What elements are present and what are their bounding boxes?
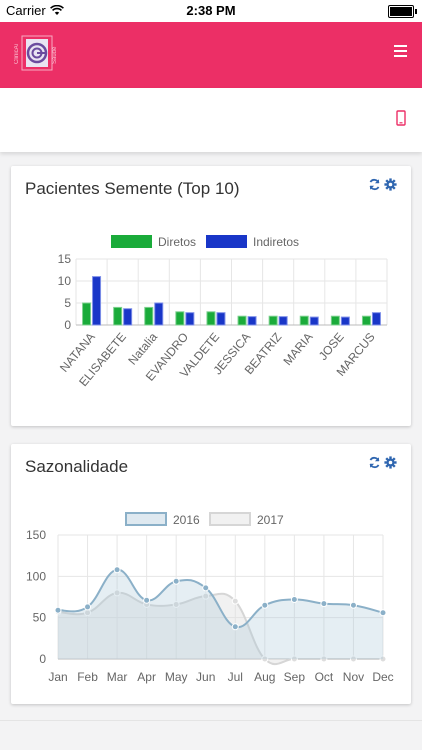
- data-point: [290, 595, 298, 603]
- bar: [144, 306, 154, 326]
- y-tick-label: 10: [58, 274, 72, 288]
- data-point: [379, 655, 387, 663]
- series-area: [58, 592, 383, 665]
- y-tick-label: 15: [58, 252, 72, 266]
- card-tools: [368, 456, 397, 469]
- bar: [185, 312, 195, 326]
- y-tick-label: 150: [26, 528, 46, 542]
- clinic-logo-icon[interactable]: ClinicAi Saude: [14, 34, 60, 74]
- bar: [361, 315, 371, 326]
- clock: 2:38 PM: [186, 3, 236, 18]
- gear-icon[interactable]: [384, 456, 397, 469]
- battery-icon: [388, 5, 417, 18]
- data-point: [349, 655, 357, 663]
- wifi-icon: [49, 5, 64, 15]
- bar: [206, 311, 216, 326]
- data-point: [54, 606, 62, 614]
- data-point: [261, 601, 269, 609]
- series-area: [58, 569, 383, 659]
- bar: [268, 315, 278, 326]
- gear-icon[interactable]: [384, 178, 397, 191]
- data-point: [172, 577, 180, 585]
- legend-swatch: [209, 512, 251, 526]
- bar: [237, 315, 247, 326]
- x-tick-label: May: [165, 670, 188, 684]
- status-bar: Carrier 2:38 PM: [0, 0, 422, 22]
- bar: [309, 316, 319, 326]
- hamburger-menu-icon[interactable]: [394, 45, 408, 59]
- bar-chart: Diretos Indiretos051015NATANAELISABETENat…: [57, 235, 388, 389]
- legend-label: 2017: [257, 513, 284, 527]
- carrier-group: Carrier: [6, 3, 64, 18]
- data-point: [143, 596, 151, 604]
- seasonality-card: Sazonalidade 2016 2017 0 50 100 150 Jan Feb Mar A…: [11, 444, 411, 704]
- bar: [278, 316, 288, 326]
- legend-label: Diretos: [158, 235, 196, 249]
- svg-text:ClinicAi: ClinicAi: [14, 44, 20, 64]
- x-tick-label: Jan: [48, 670, 67, 684]
- bar: [216, 312, 226, 326]
- x-tick-label: Nov: [343, 670, 364, 684]
- divider: [0, 720, 422, 721]
- x-tick-label: Dec: [372, 670, 393, 684]
- data-point: [379, 609, 387, 617]
- refresh-icon[interactable]: [368, 178, 381, 191]
- bar: [340, 316, 350, 326]
- bar: [330, 315, 340, 326]
- legend-swatch: [206, 235, 247, 248]
- data-point: [320, 655, 328, 663]
- data-point: [172, 600, 180, 608]
- x-tick-label: Jul: [228, 670, 243, 684]
- y-tick-label: 50: [33, 611, 47, 625]
- bar: [299, 315, 309, 326]
- x-tick-label: Jun: [196, 670, 215, 684]
- x-tick-label: Sep: [284, 670, 306, 684]
- y-tick-label: 100: [26, 569, 46, 583]
- bar: [371, 312, 381, 326]
- bar: [123, 308, 133, 326]
- x-tick-label: Feb: [77, 670, 98, 684]
- x-tick-label: JOSE: [316, 330, 347, 363]
- data-point: [261, 655, 269, 663]
- legend-label: 2016: [173, 513, 200, 527]
- bar: [154, 302, 164, 326]
- legend-label: Indiretos: [253, 235, 299, 249]
- carrier-label: Carrier: [6, 3, 46, 18]
- card-title: Pacientes Semente (Top 10): [25, 179, 240, 198]
- data-point: [113, 589, 121, 597]
- bar: [113, 306, 123, 326]
- data-point: [231, 623, 239, 631]
- refresh-icon[interactable]: [368, 456, 381, 469]
- data-point: [320, 600, 328, 608]
- card-tools: [368, 178, 397, 191]
- x-tick-label: Apr: [137, 670, 156, 684]
- x-tick-label: Aug: [254, 670, 275, 684]
- app-header: ClinicAi Saude: [0, 22, 422, 88]
- x-tick-label: Mar: [107, 670, 128, 684]
- y-tick-label: 0: [64, 318, 71, 332]
- bar: [82, 302, 92, 326]
- bar: [92, 276, 102, 326]
- svg-text:Saude: Saude: [52, 46, 58, 64]
- area-chart: 2016 2017 0 50 100 150 Jan Feb Mar Apr May Jun Jul Au…: [26, 512, 394, 684]
- y-tick-label: 5: [64, 296, 71, 310]
- data-point: [113, 566, 121, 574]
- data-point: [202, 584, 210, 592]
- bar: [175, 311, 185, 326]
- x-tick-label: MARIA: [280, 330, 315, 368]
- bar: [247, 316, 257, 326]
- data-point: [202, 592, 210, 600]
- mobile-device-icon[interactable]: [396, 110, 406, 126]
- sub-toolbar: [0, 88, 422, 152]
- card-title: Sazonalidade: [25, 457, 129, 476]
- data-point: [231, 597, 239, 605]
- y-tick-label: 0: [39, 652, 46, 666]
- data-point: [349, 601, 357, 609]
- seed-patients-card: Pacientes Semente (Top 10) Diretos Indire…: [11, 166, 411, 426]
- data-point: [290, 655, 298, 663]
- data-point: [84, 603, 92, 611]
- legend-swatch: [125, 512, 167, 526]
- x-tick-label: Oct: [315, 670, 334, 684]
- legend-swatch: [111, 235, 152, 248]
